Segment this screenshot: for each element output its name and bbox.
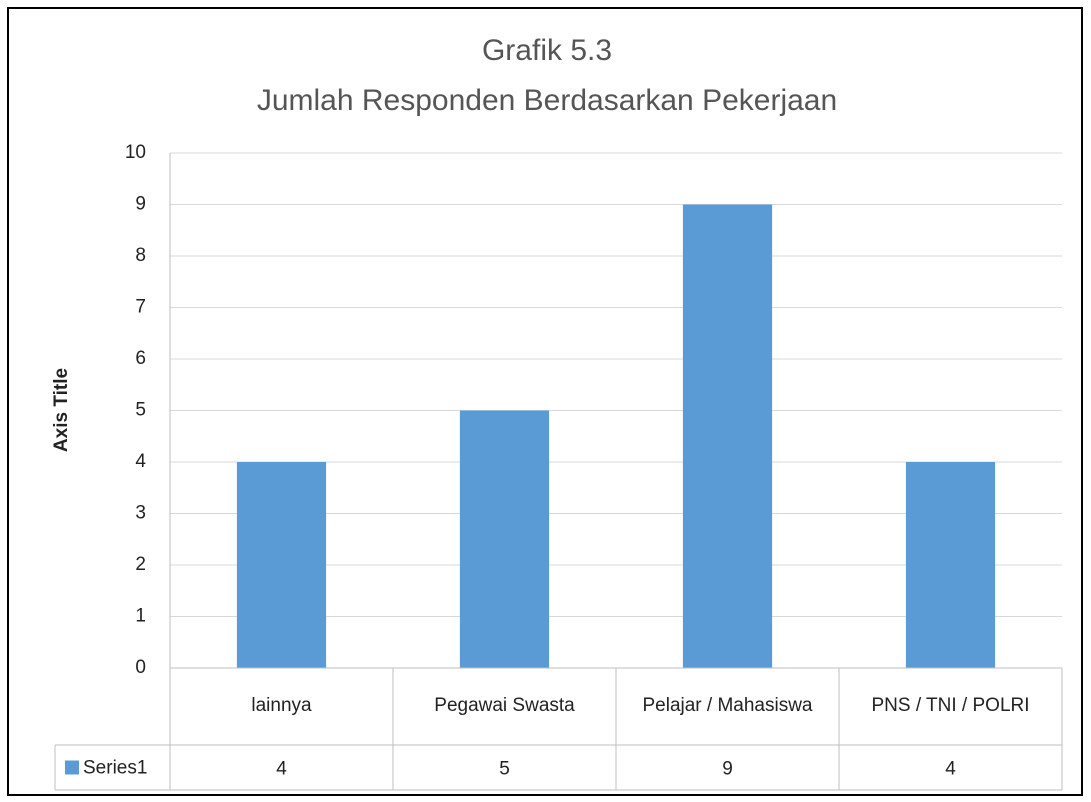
x-tick-cell: Pelajar / Mahasiswa bbox=[616, 668, 839, 745]
y-tick-label: 5 bbox=[135, 400, 146, 421]
y-tick-label: 9 bbox=[135, 194, 146, 215]
x-tick-wrap: PNS / TNI / POLRI bbox=[839, 668, 1062, 745]
legend-swatch bbox=[65, 760, 79, 775]
y-tick-label: 6 bbox=[135, 348, 146, 369]
bar bbox=[236, 462, 327, 668]
x-tick-cell: lainnya bbox=[170, 668, 393, 745]
x-tick-label: PNS / TNI / POLRI bbox=[871, 695, 1030, 717]
bar bbox=[905, 462, 996, 668]
y-tick-label: 1 bbox=[135, 606, 146, 627]
bar bbox=[682, 204, 773, 668]
x-tick-wrap: lainnya bbox=[170, 668, 393, 745]
y-tick-label: 7 bbox=[135, 297, 146, 318]
data-table-value: 9 bbox=[722, 759, 733, 780]
x-tick-label: Pegawai Swasta bbox=[434, 695, 575, 717]
y-tick-label: 2 bbox=[135, 554, 146, 575]
bar bbox=[459, 410, 550, 668]
x-tick-wrap: Pegawai Swasta bbox=[393, 668, 616, 745]
legend-label: Series1 bbox=[83, 758, 147, 779]
x-tick-label: lainnya bbox=[251, 695, 312, 717]
y-axis-title: Axis Title bbox=[51, 368, 72, 452]
data-table-value: 4 bbox=[945, 759, 956, 780]
y-tick-label: 3 bbox=[135, 503, 146, 524]
data-table-value: 4 bbox=[276, 759, 287, 780]
y-tick-label: 4 bbox=[135, 451, 146, 472]
x-tick-cell: PNS / TNI / POLRI bbox=[839, 668, 1062, 745]
x-tick-cell: Pegawai Swasta bbox=[393, 668, 616, 745]
y-tick-label: 8 bbox=[135, 245, 146, 266]
chart-title: Grafik 5.3 bbox=[482, 34, 612, 67]
y-tick-label: 10 bbox=[125, 142, 146, 163]
data-table-value: 5 bbox=[499, 759, 510, 780]
y-tick-label: 0 bbox=[135, 657, 146, 678]
x-tick-wrap: Pelajar / Mahasiswa bbox=[616, 668, 839, 745]
chart-subtitle: Jumlah Responden Berdasarkan Pekerjaan bbox=[257, 84, 837, 117]
x-tick-label: Pelajar / Mahasiswa bbox=[642, 695, 813, 717]
